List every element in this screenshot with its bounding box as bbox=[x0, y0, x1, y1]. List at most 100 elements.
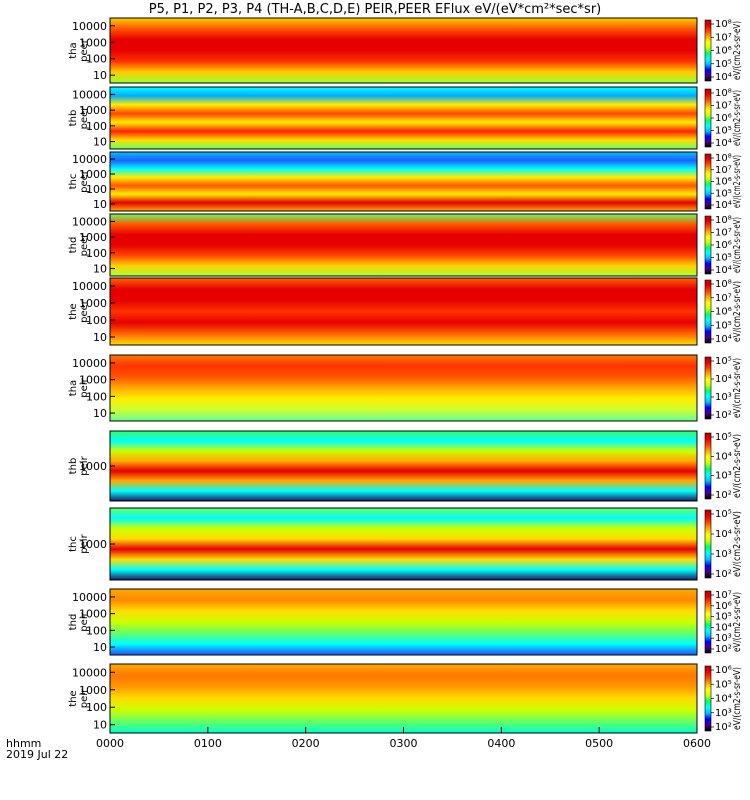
colorbar-tick-label: 10⁶ bbox=[715, 240, 732, 251]
colorbar-tick-label: 10⁷ bbox=[715, 590, 732, 601]
colorbar-tick-label: 10⁸ bbox=[715, 19, 732, 30]
panel-frame bbox=[109, 277, 698, 346]
panel-ylabel: thbpeer bbox=[68, 106, 90, 130]
spectrogram-image bbox=[110, 589, 697, 655]
spectrogram-image bbox=[110, 508, 697, 580]
species-label: peir bbox=[79, 688, 90, 708]
colorbar bbox=[704, 19, 712, 82]
colorbar-tick-label: 10² bbox=[715, 410, 732, 421]
y-tick-label: 10000 bbox=[72, 215, 107, 228]
colorbar-units-label: eV/(cm2-s-sr-eV) bbox=[732, 21, 743, 80]
colorbar-tick-label: 10⁵ bbox=[715, 612, 732, 623]
colorbar-tick-label: 10⁴ bbox=[715, 72, 732, 83]
y-tick-label: 10 bbox=[93, 331, 107, 344]
panel-frame bbox=[109, 17, 698, 84]
y-tick-label: 10000 bbox=[72, 153, 107, 166]
panel-ylabel: thdpeer bbox=[68, 233, 90, 257]
colorbar bbox=[704, 88, 712, 148]
panel-ylabel: thdpeir bbox=[68, 611, 90, 631]
colorbar-tick-label: 10⁷ bbox=[715, 165, 732, 176]
colorbar-tick-label: 10⁷ bbox=[715, 32, 732, 43]
y-tick-label: 10000 bbox=[72, 666, 107, 679]
colorbar-tick-label: 10⁴ bbox=[715, 622, 732, 633]
y-tick-label: 100 bbox=[86, 53, 107, 66]
y-tick-label: 10000 bbox=[72, 280, 107, 293]
x-tick-label: 0200 bbox=[292, 737, 320, 750]
panel-ylabel: thapeir bbox=[68, 377, 90, 397]
colorbar-tick-label: 10⁶ bbox=[715, 46, 732, 57]
species-label: peer bbox=[79, 169, 90, 193]
y-tick-label: 10 bbox=[93, 198, 107, 211]
x-tick-label: 0600 bbox=[683, 737, 711, 750]
y-tick-label: 1000 bbox=[79, 684, 107, 697]
colorbar-units-label: eV/(cm2-s-sr-eV) bbox=[732, 592, 743, 652]
probe-label: the bbox=[68, 690, 79, 706]
y-tick-label: 100 bbox=[86, 390, 107, 403]
x-tick-label: 0000 bbox=[96, 737, 124, 750]
y-tick-label: 100 bbox=[86, 247, 107, 260]
colorbar bbox=[704, 153, 712, 210]
colorbar-tick-label: 10⁴ bbox=[715, 694, 732, 705]
colorbar-tick-label: 10⁶ bbox=[715, 307, 732, 318]
probe-label: thc bbox=[68, 174, 79, 190]
colorbar-tick-label: 10⁴ bbox=[715, 529, 732, 540]
colorbar-tick-label: 10³ bbox=[715, 549, 732, 560]
x-tick-label: 0500 bbox=[585, 737, 613, 750]
colorbar-tick-label: 10² bbox=[715, 722, 732, 733]
y-tick-label: 1000 bbox=[79, 36, 107, 49]
colorbar-tick-label: 10⁴ bbox=[715, 451, 732, 462]
probe-label: tha bbox=[68, 380, 79, 396]
spectrogram-image bbox=[110, 18, 697, 83]
y-tick-label: 10 bbox=[93, 719, 107, 732]
colorbar-tick-label: 10⁷ bbox=[715, 228, 732, 239]
panel-ylabel: thapeer bbox=[68, 38, 90, 62]
panel-ylabel: thbpeir bbox=[68, 455, 90, 475]
colorbar bbox=[704, 356, 712, 420]
y-tick-label: 10 bbox=[93, 407, 107, 420]
spectrogram-image bbox=[110, 355, 697, 421]
colorbar-tick-label: 10⁴ bbox=[715, 334, 732, 345]
panel-frame bbox=[109, 354, 698, 422]
species-label: peir bbox=[79, 377, 90, 397]
colorbar-units-label: eV/(cm2-s-sr-eV) bbox=[732, 90, 743, 146]
colorbar bbox=[704, 509, 712, 579]
colorbar-tick-label: 10² bbox=[715, 569, 732, 580]
x-tick-label: 0400 bbox=[487, 737, 515, 750]
species-label: peir bbox=[79, 611, 90, 631]
y-tick-label: 1000 bbox=[79, 104, 107, 117]
colorbar-units-label: eV/(cm2-s-sr-eV) bbox=[732, 155, 743, 208]
panel-frame bbox=[109, 213, 698, 277]
colorbar-tick-label: 10² bbox=[715, 490, 732, 501]
colorbar bbox=[704, 215, 712, 275]
x-tick-label: 0100 bbox=[194, 737, 222, 750]
colorbar-tick-label: 10⁴ bbox=[715, 374, 732, 385]
probe-label: thb bbox=[68, 110, 79, 127]
y-tick-label: 1000 bbox=[79, 231, 107, 244]
species-label: peer bbox=[79, 38, 90, 62]
colorbar bbox=[704, 279, 712, 344]
probe-label: thd bbox=[68, 614, 79, 631]
y-tick-label: 10 bbox=[93, 641, 107, 654]
species-label: peer bbox=[79, 106, 90, 130]
panel-frame bbox=[109, 86, 698, 150]
spectrogram-image bbox=[110, 214, 697, 276]
panel-frame bbox=[109, 588, 698, 656]
y-tick-label: 10 bbox=[93, 136, 107, 149]
colorbar-tick-label: 10⁸ bbox=[715, 215, 732, 226]
panel-ylabel: thepeir bbox=[68, 688, 90, 708]
colorbar-tick-label: 10⁷ bbox=[715, 101, 732, 112]
y-tick-label: 100 bbox=[86, 120, 107, 133]
colorbar bbox=[704, 432, 712, 500]
probe-label: tha bbox=[68, 42, 79, 58]
species-label: peir bbox=[79, 455, 90, 475]
y-tick-label: 1000 bbox=[79, 374, 107, 387]
spectrogram-image bbox=[110, 664, 697, 733]
colorbar-units-label: eV/(cm2-s-sr-eV) bbox=[732, 358, 743, 418]
spectrogram-image bbox=[110, 431, 697, 501]
